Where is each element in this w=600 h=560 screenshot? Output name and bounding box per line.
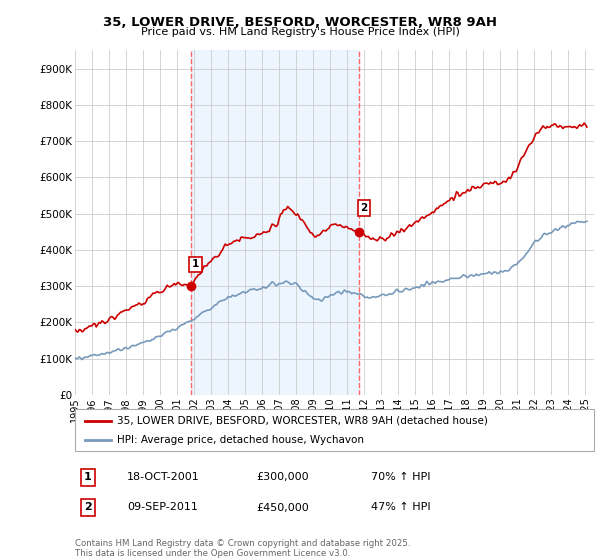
Bar	[191, 50, 359, 395]
Text: Contains HM Land Registry data © Crown copyright and database right 2025.
This d: Contains HM Land Registry data © Crown c…	[75, 539, 410, 558]
Text: £300,000: £300,000	[257, 472, 309, 482]
Text: Price paid vs. HM Land Registry's House Price Index (HPI): Price paid vs. HM Land Registry's House …	[140, 27, 460, 37]
Text: £450,000: £450,000	[257, 502, 310, 512]
Text: 2: 2	[84, 502, 92, 512]
Text: 1: 1	[84, 472, 92, 482]
Text: 1: 1	[192, 259, 199, 269]
Text: 35, LOWER DRIVE, BESFORD, WORCESTER, WR8 9AH (detached house): 35, LOWER DRIVE, BESFORD, WORCESTER, WR8…	[116, 416, 487, 426]
Text: 09-SEP-2011: 09-SEP-2011	[127, 502, 198, 512]
Text: 2: 2	[361, 203, 368, 213]
Text: HPI: Average price, detached house, Wychavon: HPI: Average price, detached house, Wych…	[116, 435, 364, 445]
Text: 18-OCT-2001: 18-OCT-2001	[127, 472, 200, 482]
Text: 47% ↑ HPI: 47% ↑ HPI	[371, 502, 430, 512]
Text: 35, LOWER DRIVE, BESFORD, WORCESTER, WR8 9AH: 35, LOWER DRIVE, BESFORD, WORCESTER, WR8…	[103, 16, 497, 29]
Text: 70% ↑ HPI: 70% ↑ HPI	[371, 472, 430, 482]
